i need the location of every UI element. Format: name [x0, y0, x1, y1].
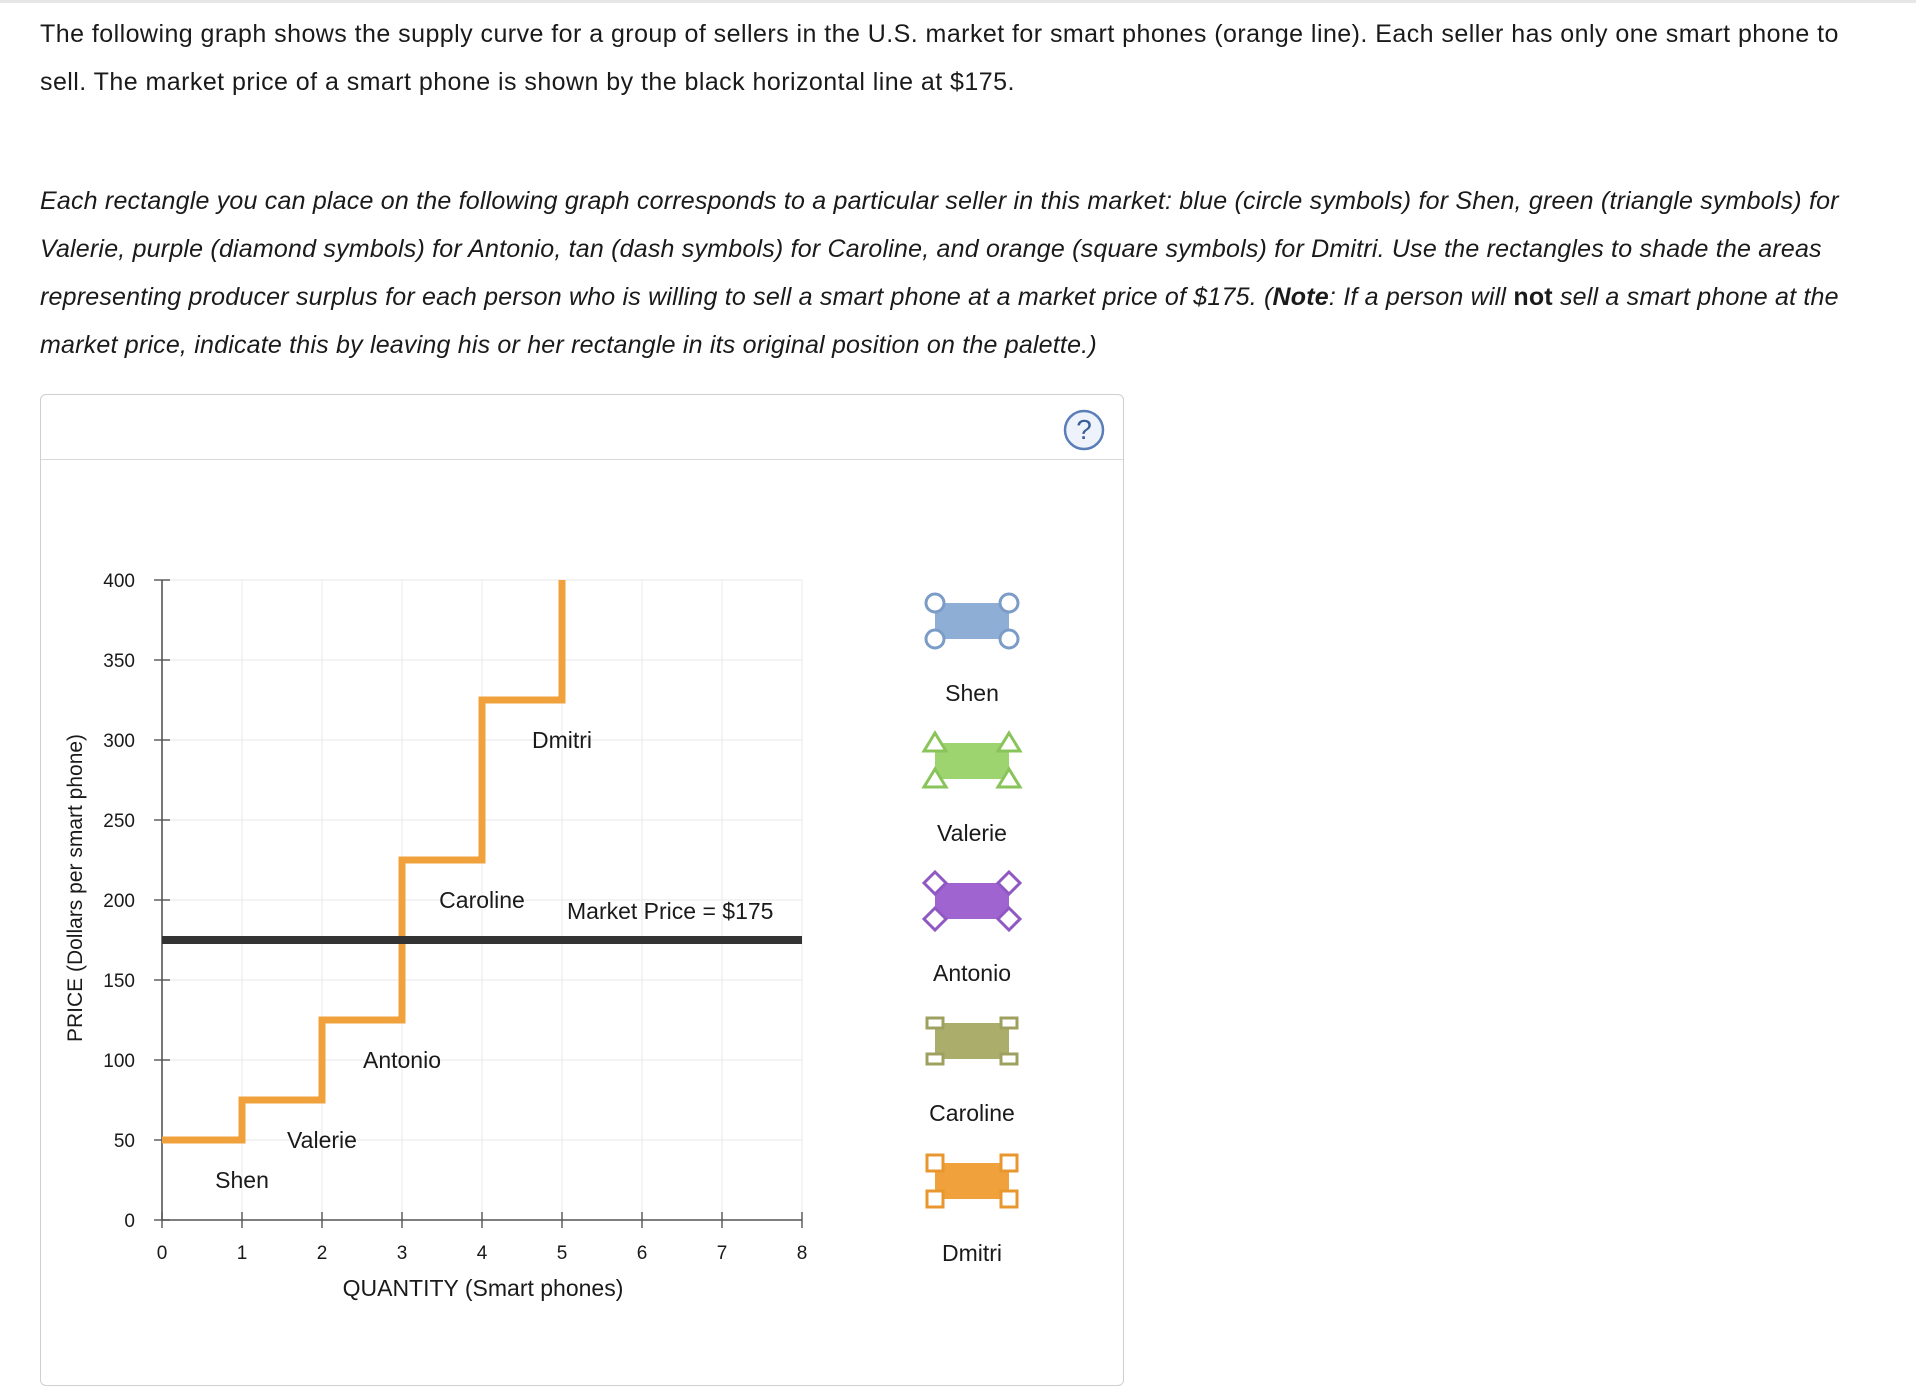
top-divider [0, 0, 1916, 3]
palette-label-antonio: Antonio [933, 960, 1011, 986]
supply-curve-layer [162, 580, 566, 1144]
x-tick-label: 6 [637, 1243, 648, 1264]
x-axis-label: QUANTITY (Smart phones) [343, 1275, 624, 1301]
palette-rect-antonio [935, 883, 1009, 919]
handle-diamond [921, 869, 949, 897]
market-price-layer: Market Price = $175 [162, 898, 802, 944]
panel-header: ? [41, 395, 1123, 460]
handle-diamond [995, 905, 1023, 933]
not-label: not [1513, 283, 1553, 311]
palette-item-shen[interactable]: Shen [924, 592, 1020, 706]
palette-label-valerie: Valerie [937, 820, 1007, 846]
y-tick-label: 350 [103, 651, 135, 672]
seller-label-dmitri: Dmitri [532, 727, 592, 753]
handle-square [925, 1189, 945, 1209]
task-text: Each rectangle you can place on the foll… [40, 177, 1890, 369]
y-tick-label: 300 [103, 731, 135, 752]
y-tick-label: 400 [103, 571, 135, 592]
handle-triangle [995, 766, 1023, 789]
palette-item-caroline[interactable]: Caroline [925, 1016, 1019, 1126]
palette-item-valerie[interactable]: Valerie [921, 730, 1023, 846]
handle-circle [998, 628, 1020, 650]
palette-rect-valerie [935, 743, 1009, 779]
handle-circle [998, 592, 1020, 614]
x-tick-label: 5 [557, 1243, 568, 1264]
seller-label-shen: Shen [215, 1167, 269, 1193]
y-tick-label: 250 [103, 811, 135, 832]
palette-item-antonio[interactable]: Antonio [921, 869, 1023, 986]
x-tick-label: 7 [717, 1243, 728, 1264]
task-text-part-2: : If a person will [1328, 283, 1514, 311]
task-text-part-1: Each rectangle you can place on the foll… [40, 187, 1839, 311]
palette-label-shen: Shen [945, 680, 999, 706]
palette: Shen Valerie Antonio Caroline Dmitri [921, 592, 1023, 1266]
task-text-part-3: sell a smart phone at the market price, … [40, 283, 1839, 359]
y-tick-label: 100 [103, 1051, 135, 1072]
y-tick-label: 150 [103, 971, 135, 992]
handle-square [925, 1153, 945, 1173]
palette-rect-caroline [935, 1023, 1009, 1059]
note-label: Note [1272, 283, 1329, 311]
palette-label-dmitri: Dmitri [942, 1240, 1002, 1266]
handle-diamond [921, 905, 949, 933]
handle-diamond [995, 869, 1023, 897]
x-tick-label: 2 [317, 1243, 328, 1264]
seller-label-antonio: Antonio [363, 1047, 441, 1073]
handle-dash [925, 1016, 945, 1030]
handle-dash [999, 1016, 1019, 1030]
handle-triangle [921, 766, 949, 789]
seller-label-valerie: Valerie [287, 1127, 357, 1153]
handle-triangle [921, 730, 949, 753]
seller-label-caroline: Caroline [439, 887, 525, 913]
handle-circle [924, 628, 946, 650]
palette-item-dmitri[interactable]: Dmitri [925, 1153, 1019, 1266]
handle-square [999, 1153, 1019, 1173]
x-tick-label: 8 [797, 1243, 808, 1264]
y-axis-label: PRICE (Dollars per smart phone) [64, 734, 87, 1042]
intro-text: The following graph shows the supply cur… [40, 20, 1839, 96]
palette-label-caroline: Caroline [929, 1100, 1015, 1126]
handle-dash [999, 1052, 1019, 1066]
handle-square [999, 1189, 1019, 1209]
axes: 0 50 100 150 200 250 300 350 400 0 1 2 3 4 5 6 7 8 [103, 571, 807, 1264]
y-tick-label: 200 [103, 891, 135, 912]
x-tick-label: 4 [477, 1243, 488, 1264]
handle-triangle [995, 730, 1023, 753]
help-icon-glyph: ? [1076, 414, 1092, 445]
help-icon[interactable]: ? [1063, 409, 1105, 451]
x-tick-label: 0 [157, 1243, 168, 1264]
handle-circle [924, 592, 946, 614]
palette-rect-dmitri [935, 1163, 1009, 1199]
handle-dash [925, 1052, 945, 1066]
seller-labels: Shen Valerie Antonio Caroline Dmitri [215, 727, 592, 1193]
x-tick-label: 3 [397, 1243, 408, 1264]
palette-rect-shen [935, 603, 1009, 639]
y-tick-label: 0 [124, 1211, 135, 1232]
x-tick-label: 1 [237, 1243, 248, 1264]
market-price-label: Market Price = $175 [567, 898, 773, 924]
supply-curve [162, 580, 566, 1144]
y-tick-label: 50 [114, 1131, 135, 1152]
